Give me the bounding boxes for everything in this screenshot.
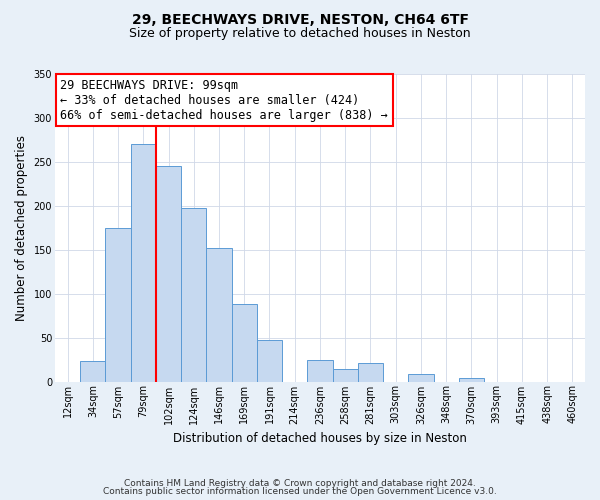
Bar [106, 228, 131, 382]
Bar [131, 144, 156, 382]
Bar [80, 362, 106, 382]
Text: Contains HM Land Registry data © Crown copyright and database right 2024.: Contains HM Land Registry data © Crown c… [124, 478, 476, 488]
X-axis label: Distribution of detached houses by size in Neston: Distribution of detached houses by size … [173, 432, 467, 445]
Text: Size of property relative to detached houses in Neston: Size of property relative to detached ho… [129, 28, 471, 40]
Bar [232, 304, 257, 382]
Bar [409, 374, 434, 382]
Text: Contains public sector information licensed under the Open Government Licence v3: Contains public sector information licen… [103, 487, 497, 496]
Bar [358, 363, 383, 382]
Bar [332, 369, 358, 382]
Bar [459, 378, 484, 382]
Text: 29, BEECHWAYS DRIVE, NESTON, CH64 6TF: 29, BEECHWAYS DRIVE, NESTON, CH64 6TF [131, 12, 469, 26]
Y-axis label: Number of detached properties: Number of detached properties [15, 135, 28, 321]
Bar [181, 208, 206, 382]
Bar [307, 360, 332, 382]
Bar [257, 340, 282, 382]
Text: 29 BEECHWAYS DRIVE: 99sqm
← 33% of detached houses are smaller (424)
66% of semi: 29 BEECHWAYS DRIVE: 99sqm ← 33% of detac… [60, 78, 388, 122]
Bar [156, 166, 181, 382]
Bar [206, 248, 232, 382]
